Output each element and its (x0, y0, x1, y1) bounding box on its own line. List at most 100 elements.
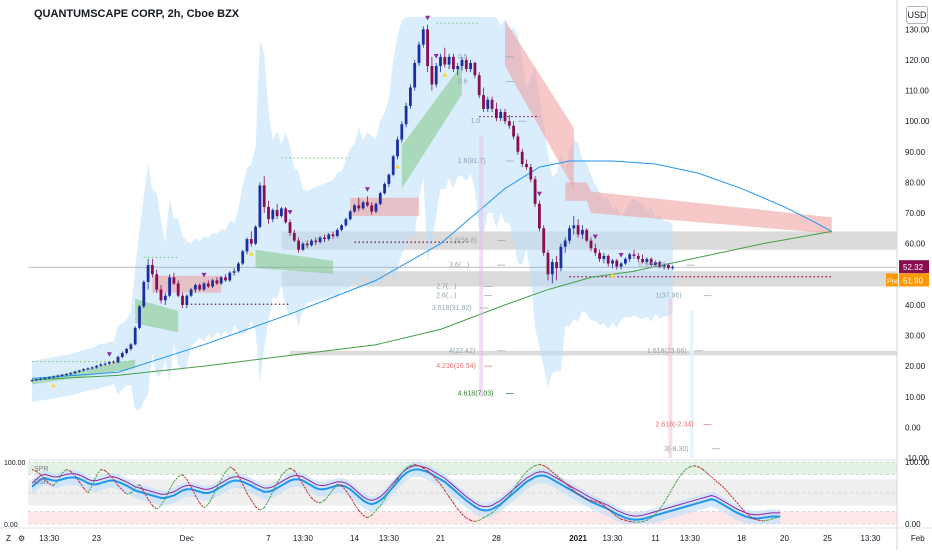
candle (310, 240, 313, 246)
x-tick-label: 28 (492, 534, 501, 543)
osc-rsi-line (530, 465, 536, 469)
candle (34, 379, 38, 381)
candle (542, 228, 546, 253)
candle (576, 225, 580, 235)
candle (452, 56, 455, 70)
fib-label: 2.618(-2.34) (656, 421, 694, 428)
candle (267, 206, 270, 220)
candle (43, 378, 47, 380)
projection-column (668, 298, 673, 458)
osc-rsi-line (49, 483, 54, 487)
resistance-band (152, 275, 222, 293)
candle (624, 258, 627, 264)
osc-rsi-line (70, 470, 76, 476)
currency-button[interactable]: USD (906, 6, 928, 24)
candle (194, 284, 197, 290)
candle (60, 375, 64, 377)
osc-rsi-line (504, 495, 510, 501)
fib-label: 2.6(...) (436, 293, 456, 300)
candle (516, 136, 520, 152)
candle (507, 121, 511, 126)
x-tick-label: 13:30 (293, 534, 314, 543)
projection-column (479, 136, 484, 397)
y-tick-label: 60.00 (905, 240, 926, 249)
fib-label: 1.6(56.8) (449, 238, 477, 245)
candle (546, 252, 550, 275)
candle (340, 225, 343, 230)
x-tick-label: 7 (266, 534, 271, 543)
candle (439, 56, 442, 67)
osc-rsi-line (625, 519, 630, 523)
osc-left-tick-label: 0.00 (4, 522, 18, 529)
candle (353, 205, 356, 212)
candle (181, 295, 184, 305)
osc-rsi-line (573, 490, 579, 495)
osc-rsi-line (569, 486, 575, 491)
osc-rsi-line (255, 506, 261, 511)
x-tick-label: 18 (737, 534, 746, 543)
candle (116, 356, 120, 363)
osc-rsi-line (263, 500, 269, 509)
osc-rsi-line (345, 490, 351, 498)
candle (47, 377, 51, 379)
candle (421, 29, 425, 45)
x-tick-label: 13:30 (379, 534, 400, 543)
candle (331, 234, 335, 236)
candle (219, 277, 223, 284)
y-tick-label: 80.00 (905, 178, 926, 187)
zoom-button-label: Z (6, 534, 11, 543)
osc-rsi-line (496, 505, 502, 510)
candle (503, 111, 507, 122)
osc-rsi-line (534, 463, 540, 467)
candle (559, 246, 563, 269)
y-tick-label: -10.00 (905, 454, 928, 463)
candle (645, 258, 649, 263)
osc-rsi-line (521, 471, 527, 478)
osc-rsi-line (375, 505, 381, 511)
osc-blue-line (31, 468, 781, 521)
osc-rsi-line (341, 485, 347, 491)
candle (215, 280, 219, 284)
osc-rsi-line (349, 496, 355, 505)
candle (378, 193, 382, 204)
osc-rsi-line (113, 479, 119, 486)
osc-rsi-line (672, 480, 678, 489)
premarket-tag-label: Pre (887, 278, 898, 285)
osc-rsi-line (732, 497, 738, 504)
osc-rsi-line (182, 474, 188, 480)
osc-rsi-line (83, 487, 89, 494)
osc-rsi-line (272, 482, 278, 492)
candle (189, 289, 193, 296)
buy-marker (610, 272, 615, 278)
osc-rsi-line (539, 463, 544, 467)
osc-rsi-line (354, 503, 360, 511)
candle (237, 263, 240, 272)
osc-rsi-line (680, 469, 686, 475)
osc-rsi-line (646, 517, 652, 521)
osc-rsi-line (508, 488, 515, 496)
osc-rsi-line (689, 465, 695, 468)
resistance-band (505, 20, 574, 189)
candle (30, 380, 34, 382)
osc-rsi-line (268, 491, 274, 501)
candle (499, 111, 503, 119)
candle (658, 262, 662, 267)
candle (443, 56, 447, 65)
fib-label: 2.7(...) (436, 284, 456, 291)
fib-label: 4(22.42) (449, 348, 475, 355)
osc-rsi-line (371, 510, 377, 516)
buy-marker (51, 382, 56, 388)
last-price-tag (899, 260, 929, 274)
candle (396, 139, 399, 157)
osc-rsi-line (61, 469, 67, 474)
candle (434, 66, 438, 85)
osc-rsi-line (620, 518, 626, 521)
candle (142, 281, 146, 307)
sell-marker (618, 253, 624, 258)
fib-label: 1.0 (471, 118, 481, 125)
osc-rsi-line (388, 485, 394, 493)
osc-y-tick-label: 100.00 (905, 458, 930, 467)
candle (555, 262, 558, 269)
